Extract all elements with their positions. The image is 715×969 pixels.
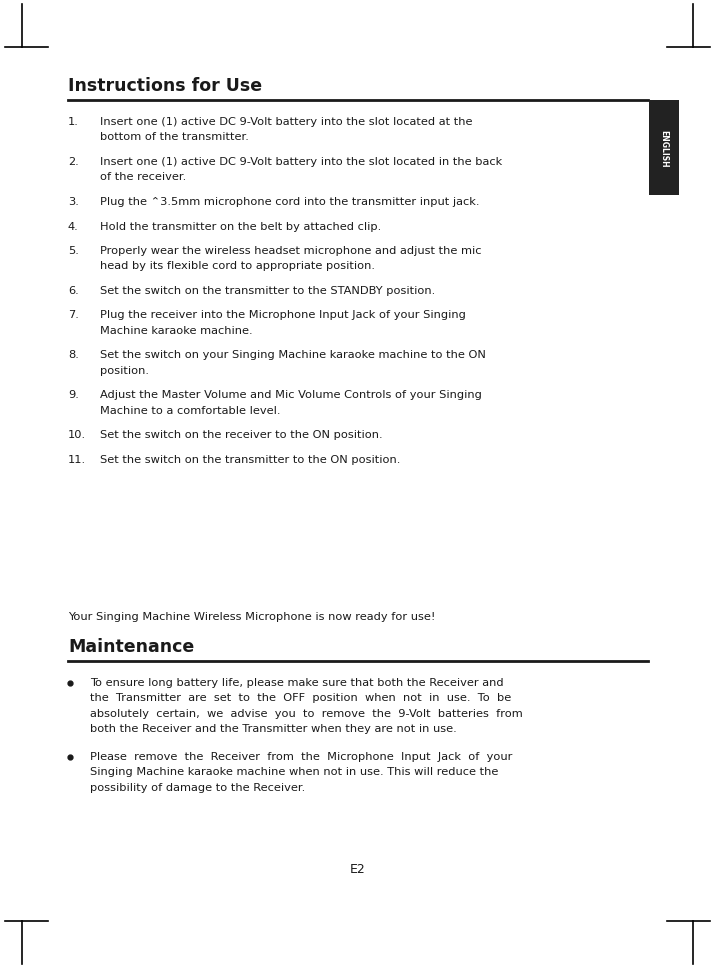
Text: of the receiver.: of the receiver. [100, 172, 186, 182]
Text: E2: E2 [350, 862, 365, 875]
Text: 5.: 5. [68, 246, 79, 256]
Text: 6.: 6. [68, 286, 79, 296]
Text: 3.: 3. [68, 197, 79, 206]
Text: Maintenance: Maintenance [68, 638, 194, 655]
Text: Singing Machine karaoke machine when not in use. This will reduce the: Singing Machine karaoke machine when not… [90, 766, 498, 777]
Text: 1.: 1. [68, 117, 79, 127]
Text: To ensure long battery life, please make sure that both the Receiver and: To ensure long battery life, please make… [90, 677, 503, 687]
Text: both the Receiver and the Transmitter when they are not in use.: both the Receiver and the Transmitter wh… [90, 724, 457, 734]
Text: Set the switch on the transmitter to the STANDBY position.: Set the switch on the transmitter to the… [100, 286, 435, 296]
Text: 9.: 9. [68, 391, 79, 400]
Text: Set the switch on the receiver to the ON position.: Set the switch on the receiver to the ON… [100, 430, 383, 440]
Text: Machine karaoke machine.: Machine karaoke machine. [100, 326, 252, 335]
Text: possibility of damage to the Receiver.: possibility of damage to the Receiver. [90, 782, 305, 793]
Bar [649, 101, 679, 196]
Text: 4.: 4. [68, 221, 79, 232]
Text: Set the switch on your Singing Machine karaoke machine to the ON: Set the switch on your Singing Machine k… [100, 350, 486, 360]
Text: Your Singing Machine Wireless Microphone is now ready for use!: Your Singing Machine Wireless Microphone… [68, 611, 435, 621]
Text: 7.: 7. [68, 310, 79, 320]
Text: position.: position. [100, 365, 149, 376]
Text: Set the switch on the transmitter to the ON position.: Set the switch on the transmitter to the… [100, 454, 400, 464]
Text: Hold the transmitter on the belt by attached clip.: Hold the transmitter on the belt by atta… [100, 221, 381, 232]
Text: Insert one (1) active DC 9-Volt battery into the slot located in the back: Insert one (1) active DC 9-Volt battery … [100, 157, 502, 167]
Text: Insert one (1) active DC 9-Volt battery into the slot located at the: Insert one (1) active DC 9-Volt battery … [100, 117, 473, 127]
Text: Instructions for Use: Instructions for Use [68, 77, 262, 95]
Text: bottom of the transmitter.: bottom of the transmitter. [100, 133, 249, 142]
Text: 8.: 8. [68, 350, 79, 360]
Text: head by its flexible cord to appropriate position.: head by its flexible cord to appropriate… [100, 262, 375, 271]
Text: the  Transmitter  are  set  to  the  OFF  position  when  not  in  use.  To  be: the Transmitter are set to the OFF posit… [90, 693, 511, 703]
Text: 10.: 10. [68, 430, 86, 440]
Text: Machine to a comfortable level.: Machine to a comfortable level. [100, 406, 280, 416]
Text: Plug the ⌃3.5mm microphone cord into the transmitter input jack.: Plug the ⌃3.5mm microphone cord into the… [100, 197, 480, 206]
Text: Plug the receiver into the Microphone Input Jack of your Singing: Plug the receiver into the Microphone In… [100, 310, 466, 320]
Text: Properly wear the wireless headset microphone and adjust the mic: Properly wear the wireless headset micro… [100, 246, 481, 256]
Text: 2.: 2. [68, 157, 79, 167]
Text: ENGLISH: ENGLISH [659, 130, 669, 167]
Text: Adjust the Master Volume and Mic Volume Controls of your Singing: Adjust the Master Volume and Mic Volume … [100, 391, 482, 400]
Text: absolutely  certain,  we  advise  you  to  remove  the  9-Volt  batteries  from: absolutely certain, we advise you to rem… [90, 708, 523, 718]
Text: Please  remove  the  Receiver  from  the  Microphone  Input  Jack  of  your: Please remove the Receiver from the Micr… [90, 751, 513, 762]
Text: 11.: 11. [68, 454, 86, 464]
